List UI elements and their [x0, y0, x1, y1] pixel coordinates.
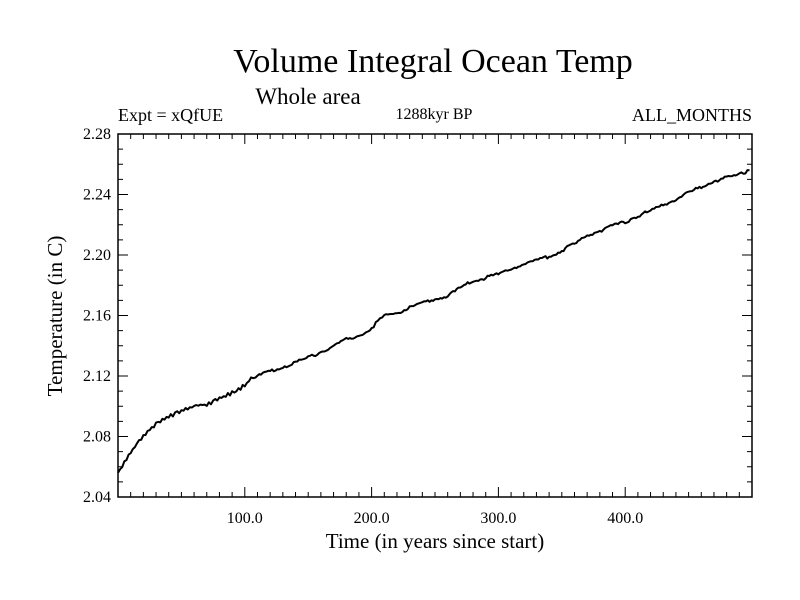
temperature-series-line: [117, 169, 750, 474]
x-tick-label: 200.0: [354, 510, 390, 527]
x-tick-label: 400.0: [607, 510, 643, 527]
experiment-label: Expt = xQfUE: [118, 105, 223, 125]
x-axis-tick-labels: 100.0 200.0 300.0 400.0: [227, 510, 643, 527]
y-tick-label: 2.28: [83, 126, 111, 143]
y-axis-ticks: [118, 148, 752, 483]
x-tick-label: 300.0: [480, 510, 516, 527]
y-axis-label: Temperature (in C): [43, 236, 67, 397]
y-tick-label: 2.20: [83, 247, 111, 264]
y-tick-label: 2.08: [83, 429, 111, 446]
chart-subtitle: Whole area: [255, 84, 360, 109]
y-tick-label: 2.16: [83, 308, 111, 325]
x-axis-label: Time (in years since start): [326, 529, 545, 553]
period-label: 1288kyr BP: [396, 106, 473, 123]
x-tick-label: 100.0: [227, 510, 263, 527]
y-tick-label: 2.12: [83, 368, 111, 385]
chart-title: Volume Integral Ocean Temp: [233, 43, 633, 80]
x-axis-ticks: [130, 134, 740, 497]
plot-frame: [117, 133, 753, 498]
y-tick-label: 2.04: [83, 489, 111, 506]
y-axis-tick-labels: 2.04 2.08 2.12 2.16 2.20 2.24 2.28: [83, 126, 111, 506]
months-label: ALL_MONTHS: [632, 105, 752, 125]
y-tick-label: 2.24: [83, 187, 111, 204]
